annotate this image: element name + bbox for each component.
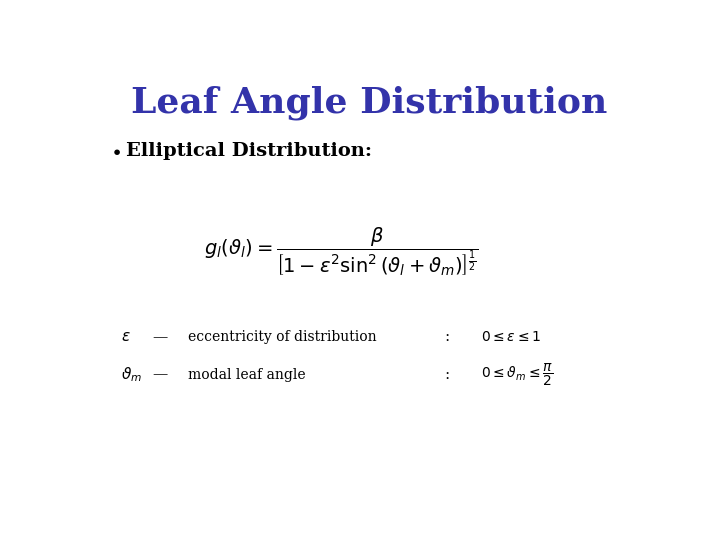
Text: :: : xyxy=(444,330,450,344)
Text: —: — xyxy=(152,330,167,344)
Text: Elliptical Distribution:: Elliptical Distribution: xyxy=(126,141,372,160)
Text: $\bullet$: $\bullet$ xyxy=(109,141,120,160)
Text: Leaf Angle Distribution: Leaf Angle Distribution xyxy=(131,85,607,120)
Text: $\varepsilon$: $\varepsilon$ xyxy=(121,330,130,344)
Text: $0 \leq \vartheta_m \leq \dfrac{\pi}{2}$: $0 \leq \vartheta_m \leq \dfrac{\pi}{2}$ xyxy=(481,361,553,388)
Text: —: — xyxy=(152,368,167,382)
Text: $g_l(\vartheta_l)=\dfrac{\beta}{\left[1-\varepsilon^2\sin^2(\vartheta_l+\varthet: $g_l(\vartheta_l)=\dfrac{\beta}{\left[1-… xyxy=(204,226,479,278)
Text: $\vartheta_m$: $\vartheta_m$ xyxy=(121,365,142,384)
Text: modal leaf angle: modal leaf angle xyxy=(188,368,305,382)
Text: $0 \leq \varepsilon \leq 1$: $0 \leq \varepsilon \leq 1$ xyxy=(481,330,541,344)
Text: eccentricity of distribution: eccentricity of distribution xyxy=(188,330,377,344)
Text: :: : xyxy=(444,368,450,382)
